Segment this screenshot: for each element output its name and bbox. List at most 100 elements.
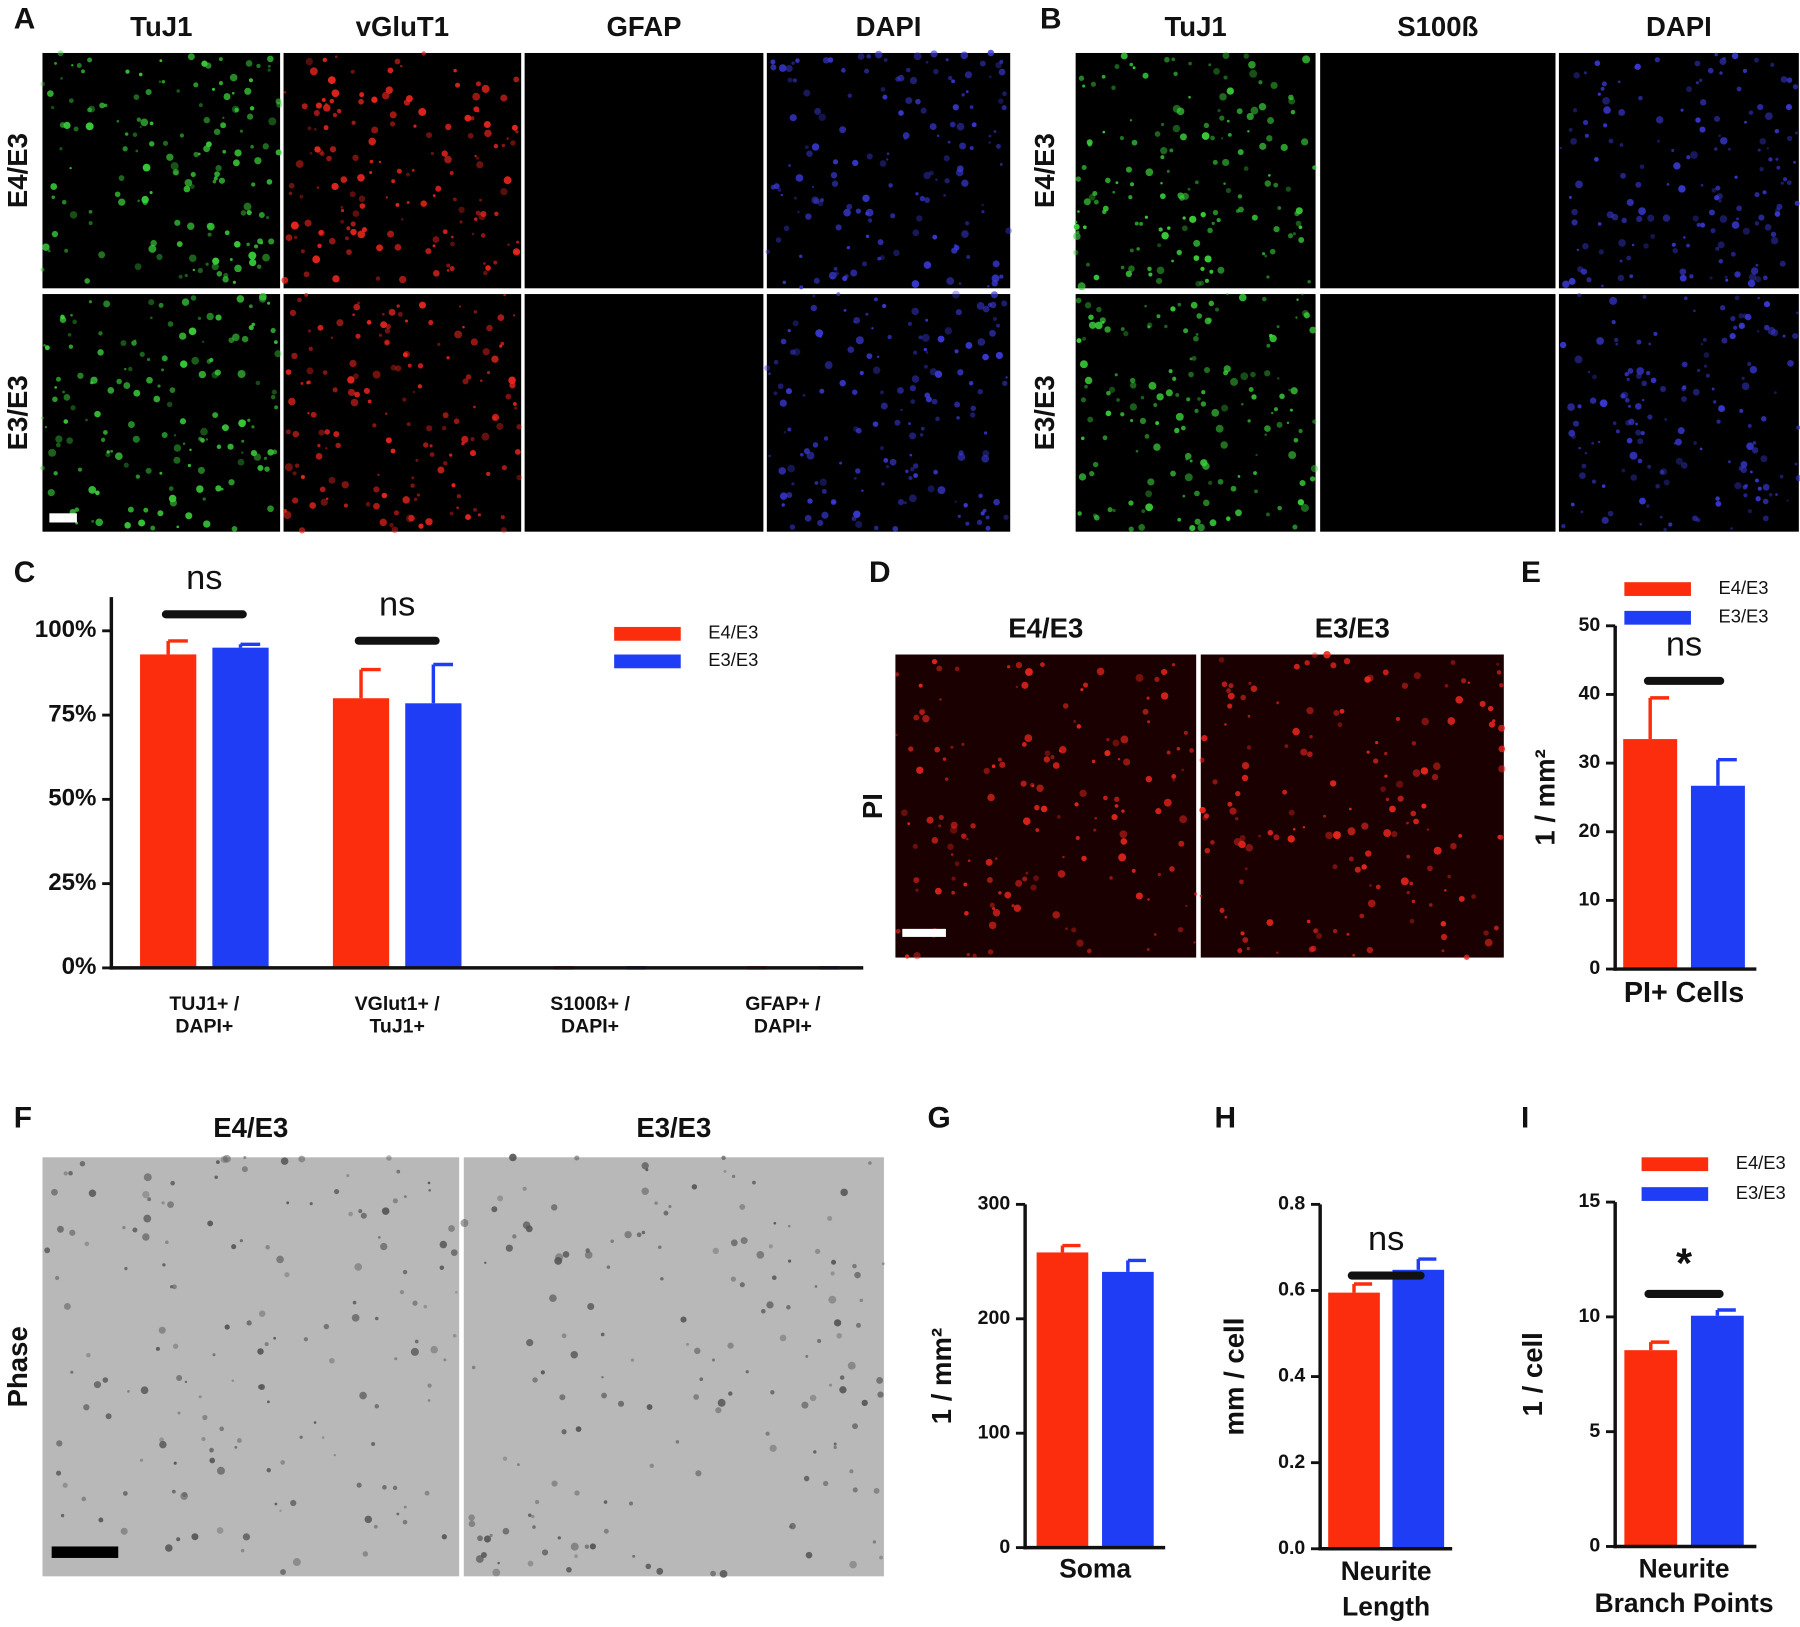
texture-dot bbox=[1242, 937, 1249, 943]
texture-dot bbox=[1695, 81, 1700, 85]
texture-dot bbox=[787, 464, 796, 473]
texture-dot bbox=[1226, 87, 1234, 95]
texture-dot bbox=[1129, 248, 1134, 253]
texture-dot bbox=[882, 94, 888, 100]
texture-dot bbox=[1177, 927, 1184, 933]
texture-dot bbox=[445, 123, 452, 131]
texture-dot bbox=[1401, 682, 1409, 689]
category-label: PI+ Cells bbox=[1624, 977, 1744, 1009]
texture-dot bbox=[148, 299, 155, 306]
texture-dot bbox=[1433, 846, 1442, 855]
texture-dot bbox=[120, 1527, 128, 1535]
texture-dot bbox=[375, 276, 381, 281]
texture-dot bbox=[1088, 321, 1097, 329]
row-label: PI bbox=[857, 793, 888, 819]
texture-dot bbox=[1077, 511, 1082, 516]
texture-dot bbox=[1354, 866, 1361, 873]
texture-dot bbox=[446, 263, 451, 268]
texture-dot bbox=[1189, 459, 1193, 463]
texture-dot bbox=[1266, 919, 1274, 926]
texture-dot bbox=[307, 380, 311, 385]
texture-dot bbox=[166, 401, 173, 408]
texture-dot bbox=[81, 1496, 87, 1502]
texture-dot bbox=[765, 249, 770, 255]
texture-dot bbox=[1708, 209, 1715, 216]
texture-dot bbox=[871, 327, 874, 330]
texture-dot bbox=[393, 510, 400, 516]
texture-dot bbox=[455, 1290, 458, 1294]
texture-dot bbox=[169, 387, 176, 393]
texture-dot bbox=[805, 1551, 813, 1559]
texture-dot bbox=[1193, 941, 1196, 944]
texture-dot bbox=[267, 1400, 270, 1404]
texture-dot bbox=[1621, 217, 1627, 224]
texture-dot bbox=[1271, 411, 1274, 415]
texture-dot bbox=[824, 361, 833, 370]
texture-dot bbox=[1138, 524, 1146, 531]
y-tick-label: 0.6 bbox=[1278, 1279, 1305, 1301]
texture-dot bbox=[211, 263, 219, 271]
texture-dot bbox=[1003, 514, 1009, 520]
texture-dot bbox=[283, 90, 287, 94]
texture-dot bbox=[417, 384, 423, 389]
texture-dot bbox=[288, 182, 295, 189]
texture-dot bbox=[1740, 460, 1748, 468]
texture-dot bbox=[1147, 478, 1155, 486]
texture-dot bbox=[587, 1302, 595, 1311]
texture-dot bbox=[1123, 758, 1131, 766]
texture-dot bbox=[1146, 696, 1150, 700]
texture-dot bbox=[926, 816, 934, 824]
texture-dot bbox=[425, 248, 432, 255]
texture-dot bbox=[1082, 682, 1089, 688]
texture-dot bbox=[1248, 61, 1256, 69]
texture-dot bbox=[178, 274, 183, 279]
texture-dot bbox=[74, 507, 80, 512]
texture-dot bbox=[468, 1514, 475, 1521]
texture-dot bbox=[427, 1383, 432, 1388]
y-tick-label: 40 bbox=[1579, 683, 1601, 705]
texture-dot bbox=[1441, 949, 1445, 953]
texture-dot bbox=[1164, 56, 1170, 63]
texture-dot bbox=[821, 511, 829, 519]
texture-dot bbox=[1001, 300, 1008, 307]
texture-dot bbox=[1776, 203, 1783, 210]
texture-dot bbox=[636, 1232, 642, 1238]
texture-dot bbox=[1011, 904, 1015, 908]
texture-dot bbox=[993, 498, 1000, 506]
texture-dot bbox=[1276, 951, 1279, 954]
texture-dot bbox=[1447, 717, 1456, 725]
texture-dot bbox=[1179, 815, 1188, 824]
texture-dot bbox=[1209, 519, 1217, 527]
texture-dot bbox=[264, 466, 270, 472]
texture-dot bbox=[1367, 899, 1376, 908]
texture-dot bbox=[1181, 225, 1188, 232]
texture-dot bbox=[215, 165, 222, 172]
texture-dot bbox=[1132, 66, 1136, 70]
texture-dot bbox=[792, 348, 801, 356]
texture-dot bbox=[1266, 275, 1270, 279]
texture-dot bbox=[458, 206, 465, 214]
texture-dot bbox=[992, 908, 1001, 917]
texture-dot bbox=[1191, 355, 1197, 361]
texture-dot bbox=[1413, 818, 1419, 825]
y-axis-label: 1 / cell bbox=[1517, 1332, 1548, 1416]
texture-dot bbox=[1035, 828, 1040, 832]
texture-dot bbox=[1742, 68, 1747, 73]
texture-dot bbox=[209, 1457, 216, 1464]
micrograph bbox=[463, 1157, 884, 1577]
texture-dot bbox=[1578, 446, 1581, 450]
texture-dot bbox=[321, 1436, 325, 1439]
texture-dot bbox=[1052, 911, 1060, 919]
texture-dot bbox=[265, 1245, 270, 1250]
texture-dot bbox=[996, 143, 1001, 149]
texture-dot bbox=[1174, 427, 1180, 434]
texture-dot bbox=[1050, 754, 1055, 760]
category-label: TuJ1+ bbox=[369, 1016, 424, 1038]
texture-dot bbox=[1618, 239, 1626, 247]
texture-dot bbox=[1210, 135, 1215, 141]
texture-dot bbox=[1119, 830, 1128, 839]
y-tick-label: 10 bbox=[1579, 889, 1601, 911]
texture-dot bbox=[1183, 730, 1188, 735]
texture-dot bbox=[1587, 370, 1591, 374]
texture-dot bbox=[1091, 759, 1096, 764]
